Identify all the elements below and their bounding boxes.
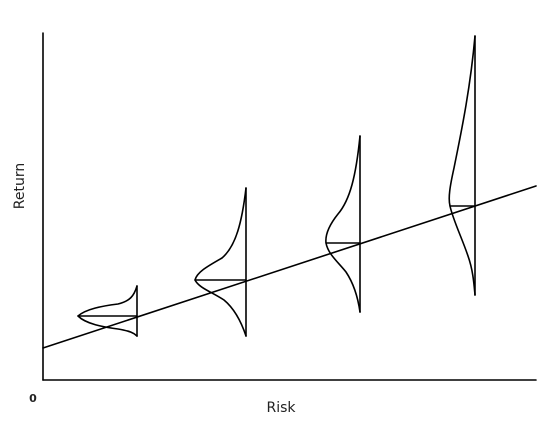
origin-label: 0 bbox=[29, 392, 37, 405]
risk-return-line bbox=[42, 185, 537, 349]
x-axis-label: Risk bbox=[266, 400, 296, 416]
return-distribution-4 bbox=[448, 35, 476, 296]
distribution-3-curve bbox=[325, 135, 361, 313]
distribution-4-curve bbox=[448, 35, 476, 296]
distribution-1-curve bbox=[77, 285, 138, 337]
distribution-2-curve bbox=[194, 187, 247, 337]
y-axis-label: Return bbox=[12, 163, 28, 209]
return-distribution-1 bbox=[77, 285, 138, 337]
return-distribution-2 bbox=[194, 187, 247, 337]
return-distribution-3 bbox=[325, 135, 361, 313]
